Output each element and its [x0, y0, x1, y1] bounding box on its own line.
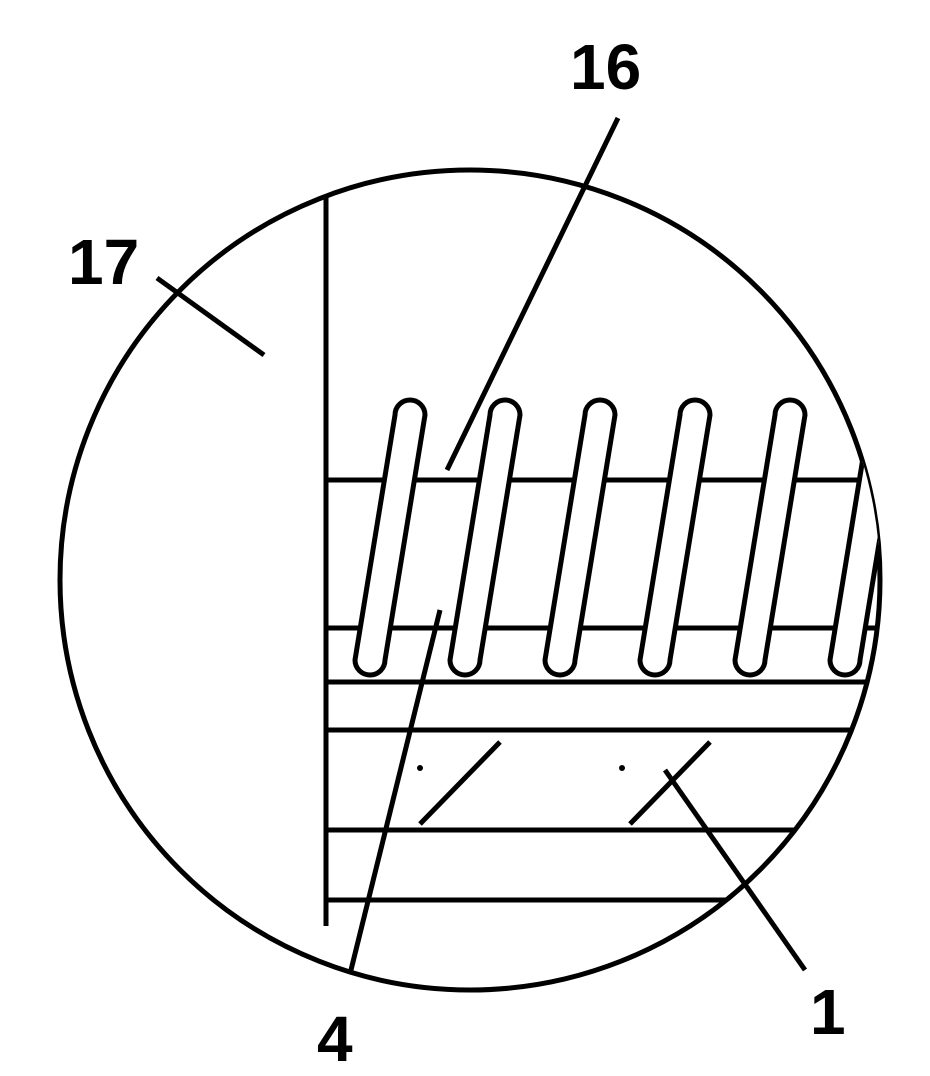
technical-diagram — [0, 0, 930, 1051]
label-4: 4 — [317, 1002, 353, 1076]
label-1: 1 — [810, 975, 846, 1049]
label-17: 17 — [68, 225, 139, 299]
label-16: 16 — [570, 30, 641, 104]
